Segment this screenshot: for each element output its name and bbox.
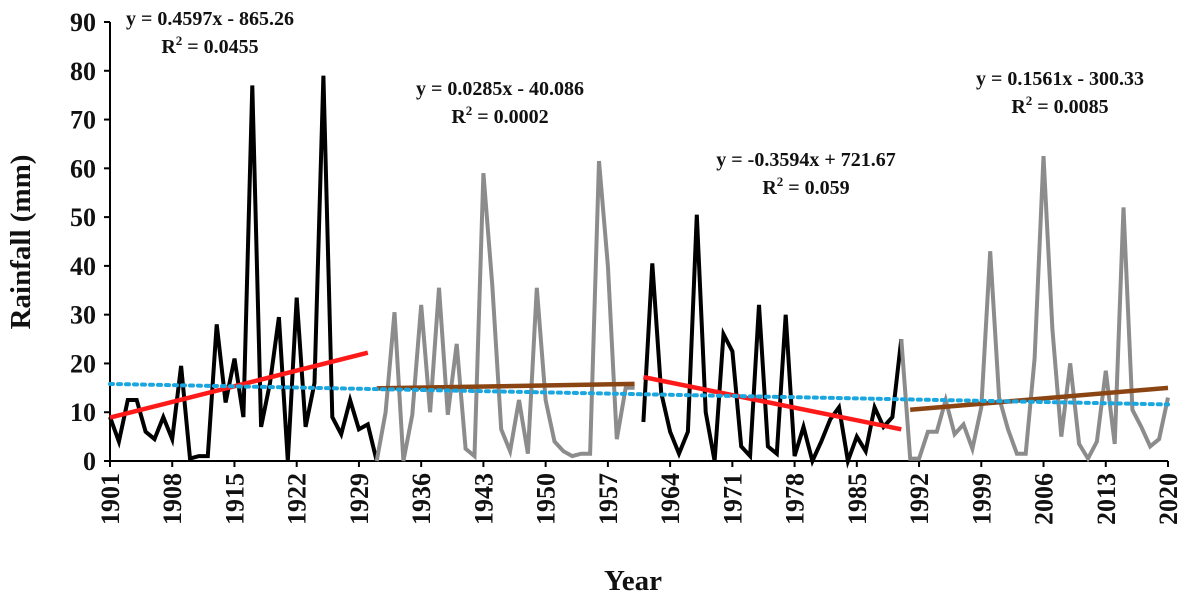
r-squared-symbol: R — [1011, 96, 1026, 118]
trend-equation: y = 0.1561x - 300.33 — [976, 68, 1144, 90]
x-tick-label: 1985 — [843, 473, 872, 525]
superscript-2: 2 — [777, 174, 784, 189]
x-tick-label: 1971 — [718, 473, 747, 525]
trend-r-squared: R2 = 0.0002 — [451, 103, 548, 128]
y-tick-label: 60 — [70, 154, 96, 183]
x-tick-label: 1915 — [220, 473, 249, 525]
y-axis: 0 10 20 30 40 50 60 70 80 90 — [70, 8, 111, 476]
r-squared-value: = 0.0002 — [472, 106, 548, 128]
r-squared-value: = 0.0085 — [1032, 96, 1108, 118]
y-tick-label: 30 — [70, 301, 96, 330]
r-squared-symbol: R — [161, 36, 176, 58]
r-squared-value: = 0.059 — [783, 177, 849, 199]
x-tick-label: 1901 — [96, 473, 125, 525]
trend-r-squared: R2 = 0.0455 — [161, 33, 258, 58]
r-squared-value: = 0.0455 — [182, 36, 258, 58]
trendline-period-3 — [642, 374, 902, 432]
x-tick-label: 1908 — [158, 473, 187, 525]
trend-equation: y = -0.3594x + 721.67 — [716, 149, 895, 171]
superscript-2: 2 — [176, 33, 183, 48]
superscript-2: 2 — [466, 103, 473, 118]
x-tick-label: 1936 — [407, 473, 436, 525]
trend-equation: y = 0.0285x - 40.086 — [416, 78, 584, 100]
x-tick-label: 1943 — [469, 473, 498, 525]
trendlines — [108, 350, 1170, 432]
y-tick-label: 80 — [70, 57, 96, 86]
overall-trendline — [108, 381, 1170, 407]
x-tick-label: 1978 — [781, 473, 810, 525]
x-tick-label: 2013 — [1092, 473, 1121, 525]
y-tick-label: 0 — [83, 447, 96, 476]
x-tick-label: 1929 — [345, 473, 374, 525]
y-tick-label: 50 — [70, 203, 96, 232]
series-line-1 — [108, 75, 379, 462]
x-axis-label: Year — [604, 565, 662, 597]
series-line-2 — [374, 160, 635, 462]
y-tick-label: 20 — [70, 349, 96, 378]
superscript-2: 2 — [1026, 93, 1033, 108]
x-ticks: 1901 1908 1915 1922 1929 1936 1943 1950 1957 1964… — [96, 461, 1183, 525]
y-tick-label: 40 — [70, 252, 96, 281]
trend-equation: y = 0.4597x - 865.26 — [126, 8, 294, 30]
x-tick-label: 1957 — [594, 473, 623, 525]
series-line-4 — [899, 155, 1170, 463]
x-tick-label: 1992 — [905, 473, 934, 525]
x-tick-label: 1950 — [532, 473, 561, 525]
x-tick-label: 2020 — [1154, 473, 1183, 525]
r-squared-symbol: R — [451, 106, 466, 128]
trendline-period-4 — [909, 385, 1169, 413]
y-ticks: 0 10 20 30 40 50 60 70 80 90 — [70, 8, 110, 476]
y-tick-label: 10 — [70, 398, 96, 427]
r-squared-symbol: R — [762, 177, 777, 199]
trend-r-squared: R2 = 0.059 — [762, 174, 849, 199]
x-axis: 1901 1908 1915 1922 1929 1936 1943 1950 1957 1964… — [96, 460, 1183, 525]
y-tick-label: 70 — [70, 106, 96, 135]
x-tick-label: 1964 — [656, 473, 685, 525]
trend-r-squared: R2 = 0.0085 — [1011, 93, 1108, 118]
y-axis-label: Rainfall (mm) — [5, 155, 37, 330]
x-tick-label: 2006 — [1030, 473, 1059, 525]
x-tick-label: 1999 — [967, 473, 996, 525]
trendline-period-2 — [376, 381, 635, 391]
series-line-3 — [641, 214, 904, 469]
x-tick-label: 1922 — [283, 473, 312, 525]
y-tick-label: 90 — [70, 8, 96, 37]
